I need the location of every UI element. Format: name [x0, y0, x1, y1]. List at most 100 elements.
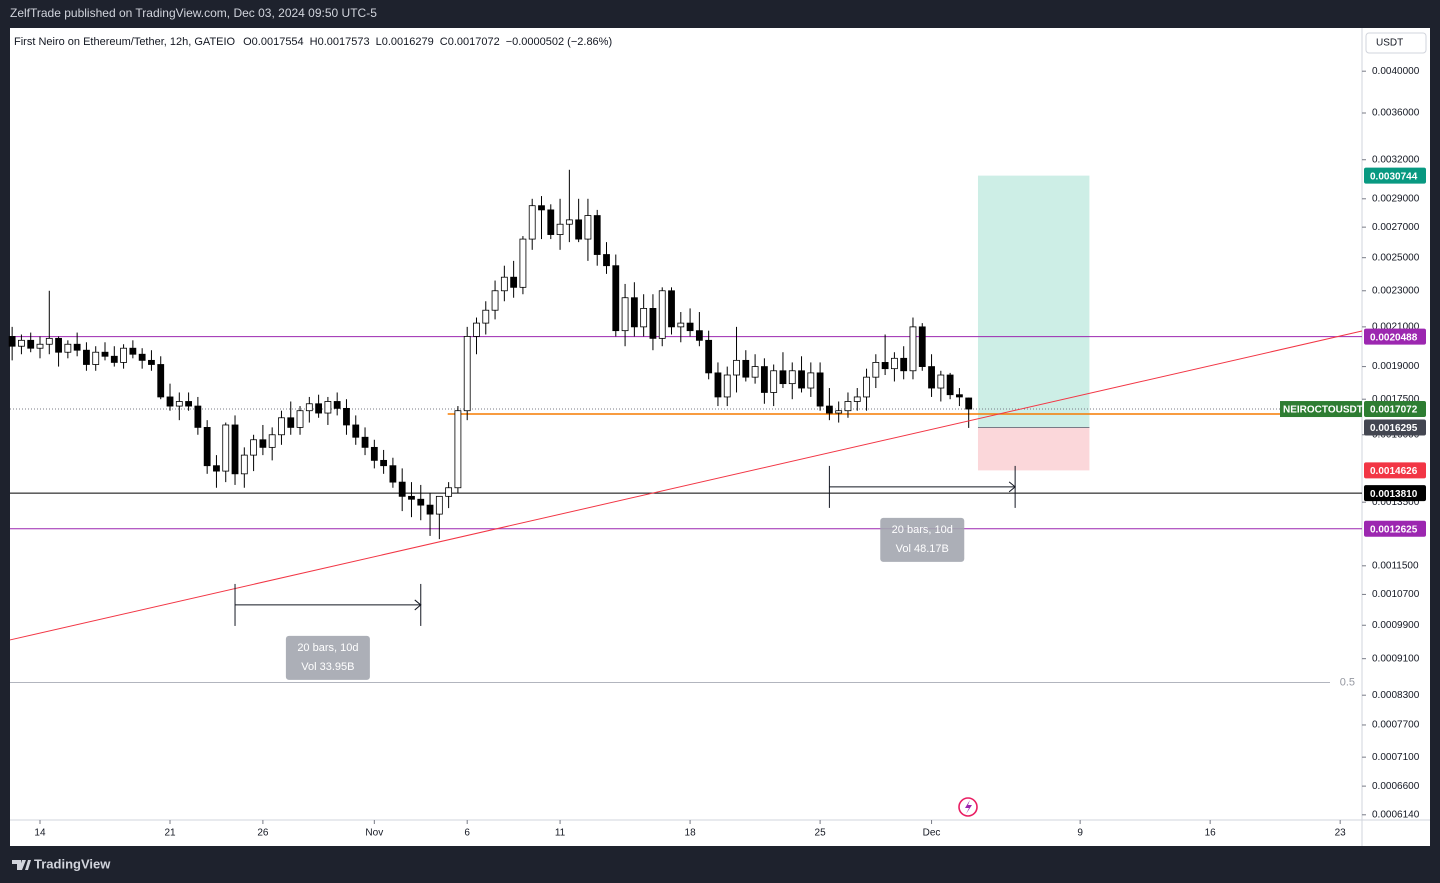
candle-body [120, 347, 127, 363]
candle-body [575, 219, 583, 240]
candle-body [538, 205, 545, 211]
range-box [285, 635, 370, 680]
price-tag [1364, 485, 1426, 502]
candle-body [352, 424, 360, 438]
legend-key: O [243, 36, 252, 48]
candle-body [714, 372, 722, 398]
candle-body [723, 374, 731, 398]
candle-body [463, 336, 471, 412]
y-tick-label: 0.0006140 [1372, 809, 1420, 820]
candle-body [259, 439, 267, 448]
position-profit [977, 175, 1090, 428]
candle-body [482, 309, 490, 324]
candle-body [937, 374, 945, 389]
candle-body [185, 401, 192, 407]
candle-body [55, 337, 62, 353]
candle-body [863, 376, 870, 398]
candle-body [491, 290, 499, 311]
price-tag [1364, 401, 1426, 418]
y-tick-label: 0.0032000 [1372, 154, 1420, 165]
author-line: ZelfTrade published on TradingView.com, … [10, 6, 377, 20]
candle-body [101, 351, 109, 357]
legend-key: L [376, 36, 382, 48]
x-tick-label: Dec [923, 828, 941, 839]
candle-body [872, 362, 880, 378]
x-tick-label: 18 [685, 828, 697, 839]
plot: 0.5 20 bars, 10d Vol 33.95B 20 bars, 10d Vol… [8, 169, 1363, 688]
candle-body [343, 407, 350, 426]
candle-body [816, 372, 824, 407]
candle-body [640, 308, 648, 328]
range-vol: Vol 33.95B [301, 661, 354, 673]
candle-body [389, 465, 397, 483]
y-tick-label: 0.0010700 [1372, 589, 1420, 600]
candle-body [565, 219, 573, 225]
candle-body [324, 401, 332, 414]
candle-body [287, 417, 295, 428]
y-tick-label: 0.0019000 [1372, 361, 1420, 372]
candle-body [770, 370, 778, 393]
candle-body [92, 351, 100, 365]
x-tick-label: 23 [1335, 828, 1347, 839]
candle-body [668, 290, 675, 328]
candle-body [779, 370, 787, 385]
candle-body [788, 370, 796, 385]
candle-body [825, 405, 833, 414]
price-tag-label: 0.0017072 [1370, 405, 1418, 416]
x-tick-label: 26 [257, 828, 269, 839]
y-tick-label: 0.0007700 [1372, 720, 1420, 731]
y-tick-label: 0.0040000 [1372, 66, 1420, 77]
footer-brand: TradingView [34, 856, 111, 871]
candle-body [213, 465, 220, 472]
legend-change: −0.0000502 (−2.86%) [506, 36, 612, 48]
candle-body [528, 205, 536, 240]
candle-body [547, 209, 555, 235]
x-tick-label: 16 [1205, 828, 1217, 839]
candle-body [129, 347, 137, 355]
price-tag-label: 0.0030744 [1370, 171, 1418, 182]
candle-body [27, 339, 35, 349]
candle-body [473, 322, 480, 337]
candle-body [250, 439, 257, 456]
candle-body [742, 359, 750, 378]
legend-key: H [310, 36, 318, 48]
legend-symbol: First Neiro on Ethereum/Tether, 12h, GAT… [14, 36, 236, 48]
candle-body [844, 401, 852, 412]
candle-body [900, 357, 908, 372]
candle-body [222, 424, 230, 472]
candle-body [677, 322, 685, 328]
candle-body [315, 403, 323, 414]
candle-body [203, 426, 211, 467]
price-tag-label: 0.0016295 [1370, 423, 1418, 434]
x-tick-label: 9 [1077, 828, 1083, 839]
candle-body [760, 366, 768, 393]
legend-key: C [440, 36, 448, 48]
candle-body [593, 215, 601, 255]
candle-body [603, 254, 610, 267]
candle-body [426, 504, 434, 515]
currency[interactable]: USDT [1376, 38, 1403, 49]
chart-background [10, 28, 1430, 846]
candle-body [157, 364, 165, 398]
price-tag [1364, 462, 1426, 479]
y-tick-label: 0.0023000 [1372, 285, 1420, 296]
candle-body [175, 401, 183, 407]
y-tick-label: 0.0036000 [1372, 108, 1420, 119]
candle-body [83, 349, 90, 365]
x-tick-label: 11 [555, 828, 566, 839]
range-arrowhead [414, 599, 422, 611]
candle-body [268, 434, 276, 448]
y-tick-label: 0.0006600 [1372, 781, 1420, 792]
candle-body [519, 238, 527, 288]
y-tick-label: 0.0021000 [1372, 322, 1420, 333]
x-tick-label: 14 [34, 828, 46, 839]
candle-body [807, 372, 815, 389]
candle-body [705, 339, 713, 374]
candle-body [928, 366, 935, 389]
axes: 0.0040000 0.0036000 0.0032000 0.0029000 0.00… [34, 66, 1426, 839]
currency-button[interactable] [1365, 32, 1427, 54]
range-bars: 20 bars, 10d [297, 642, 358, 654]
candle-body [918, 326, 926, 367]
candle-body [445, 487, 453, 497]
